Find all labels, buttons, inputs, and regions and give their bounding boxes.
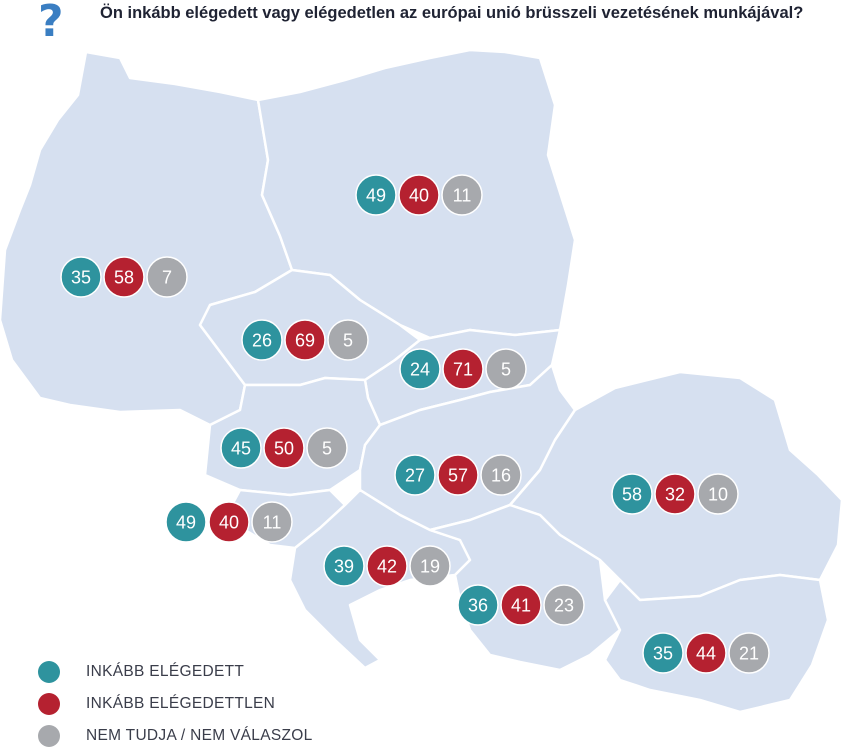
question-mark-icon: ? [38, 0, 64, 47]
dissatisfied-value: 50 [274, 439, 294, 459]
satisfied-value: 36 [468, 596, 488, 616]
dissatisfied-bubble [437, 454, 479, 496]
legend-item-satisfied: INKÁBB ELÉGEDETT [38, 656, 313, 688]
dissatisfied-bubble [685, 632, 727, 674]
dissatisfied-bubble [208, 501, 250, 543]
satisfied-bubble [611, 473, 653, 515]
dissatisfied-value: 58 [114, 268, 134, 288]
dissatisfied-bubble [654, 473, 696, 515]
satisfied-bubble [165, 501, 207, 543]
page-title: Ön inkább elégedett vagy elégedetlen az … [100, 4, 804, 22]
unknown-dot-icon [38, 725, 60, 747]
satisfied-value: 35 [71, 268, 91, 288]
dissatisfied-bubble [398, 174, 440, 216]
dissatisfied-value: 69 [295, 331, 315, 351]
satisfied-value: 58 [622, 485, 642, 505]
unknown-bubble [441, 174, 483, 216]
dissatisfied-value: 41 [511, 596, 531, 616]
satisfied-value: 45 [231, 439, 251, 459]
dissatisfied-value: 40 [219, 513, 239, 533]
unknown-value: 21 [739, 644, 759, 664]
unknown-value: 11 [263, 513, 282, 533]
dissatisfied-value: 40 [409, 186, 429, 206]
dissatisfied-value: 32 [665, 485, 685, 505]
legend-label: NEM TUDJA / NEM VÁLASZOL [86, 727, 313, 744]
bubble-group-germany: 35 58 7 [60, 256, 188, 298]
dissatisfied-value: 42 [377, 557, 397, 577]
unknown-value: 5 [343, 331, 353, 351]
satisfied-value: 27 [405, 466, 425, 486]
satisfied-bubble [323, 545, 365, 587]
dissatisfied-bubble [442, 348, 484, 390]
dissatisfied-bubble [366, 545, 408, 587]
satisfied-value: 49 [366, 186, 386, 206]
unknown-value: 11 [453, 186, 472, 206]
legend: INKÁBB ELÉGEDETT INKÁBB ELÉGEDETTLEN NEM… [38, 656, 313, 752]
bubble-group-czechia: 26 69 5 [241, 319, 369, 361]
bubble-group-poland: 49 40 11 [355, 174, 483, 216]
dissatisfied-bubble [500, 584, 542, 626]
dissatisfied-value: 71 [453, 360, 473, 380]
unknown-bubble [697, 473, 739, 515]
satisfied-bubble [60, 256, 102, 298]
satisfied-bubble [241, 319, 283, 361]
unknown-value: 23 [554, 596, 574, 616]
bubble-group-bulgaria: 35 44 21 [642, 632, 770, 674]
satisfied-bubble [642, 632, 684, 674]
unknown-bubble [146, 256, 188, 298]
unknown-bubble [409, 545, 451, 587]
bubble-group-slovakia: 24 71 5 [399, 348, 527, 390]
dissatisfied-dot-icon [38, 693, 60, 715]
unknown-value: 5 [501, 360, 511, 380]
satisfied-bubble [220, 427, 262, 469]
unknown-bubble [480, 454, 522, 496]
unknown-value: 19 [420, 557, 440, 577]
unknown-value: 7 [162, 268, 172, 288]
satisfied-dot-icon [38, 661, 60, 683]
satisfied-value: 24 [410, 360, 430, 380]
dissatisfied-bubble [103, 256, 145, 298]
dissatisfied-value: 57 [448, 466, 468, 486]
unknown-value: 5 [322, 439, 332, 459]
unknown-value: 10 [708, 485, 728, 505]
satisfied-value: 26 [252, 331, 272, 351]
unknown-bubble [306, 427, 348, 469]
satisfied-value: 49 [176, 513, 196, 533]
legend-item-dissatisfied: INKÁBB ELÉGEDETTLEN [38, 688, 313, 720]
dissatisfied-value: 44 [696, 644, 716, 664]
bubble-group-austria: 45 50 5 [220, 427, 348, 469]
satisfied-bubble [399, 348, 441, 390]
satisfied-value: 39 [334, 557, 354, 577]
bubble-group-croatia: 39 42 19 [323, 545, 451, 587]
satisfied-value: 35 [653, 644, 673, 664]
unknown-value: 16 [491, 466, 511, 486]
satisfied-bubble [457, 584, 499, 626]
satisfied-bubble [355, 174, 397, 216]
dissatisfied-bubble [263, 427, 305, 469]
dissatisfied-bubble [284, 319, 326, 361]
bubble-group-slovenia: 49 40 11 [165, 501, 293, 543]
legend-label: INKÁBB ELÉGEDETTLEN [86, 695, 276, 712]
unknown-bubble [327, 319, 369, 361]
unknown-bubble [485, 348, 527, 390]
legend-label: INKÁBB ELÉGEDETT [86, 663, 245, 680]
legend-item-unknown: NEM TUDJA / NEM VÁLASZOL [38, 720, 313, 752]
bubble-group-serbia: 36 41 23 [457, 584, 585, 626]
unknown-bubble [251, 501, 293, 543]
satisfied-bubble [394, 454, 436, 496]
unknown-bubble [728, 632, 770, 674]
bubble-group-romania: 58 32 10 [611, 473, 739, 515]
unknown-bubble [543, 584, 585, 626]
bubble-group-hungary: 27 57 16 [394, 454, 522, 496]
